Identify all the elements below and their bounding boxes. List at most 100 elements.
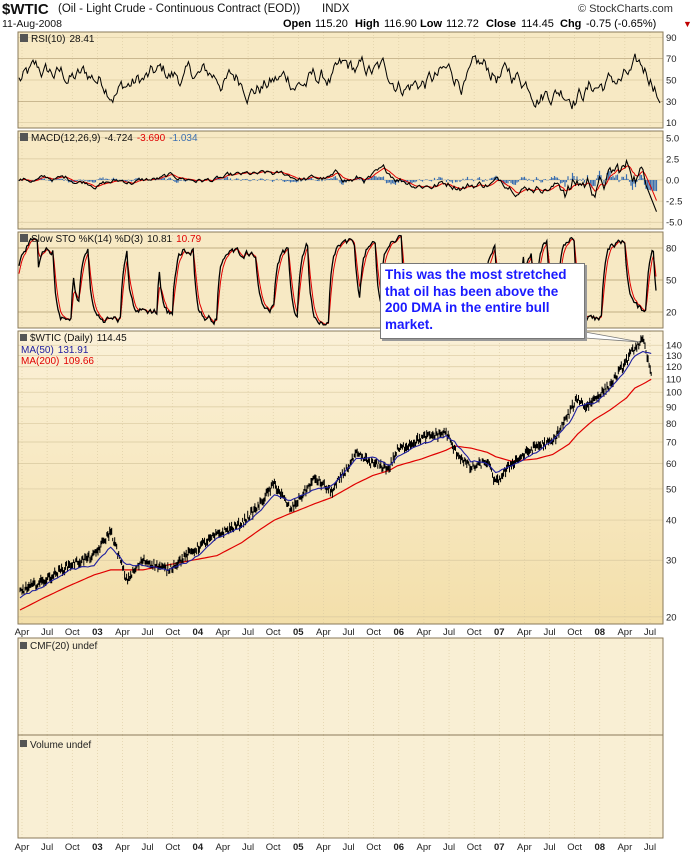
price-tick-label: 120	[666, 362, 682, 373]
x-tick-label: Apr	[517, 842, 532, 853]
x-tick-label: Jul	[543, 842, 555, 853]
x-tick-label: Jul	[342, 627, 354, 638]
macd-tick-label: -5.0	[666, 218, 682, 229]
open-value: 115.20	[315, 18, 348, 30]
x-tick-label: Apr	[15, 627, 30, 638]
volume-legend-swatch	[20, 740, 27, 747]
cmf-legend-swatch	[20, 642, 27, 649]
x-tick-label: Oct	[165, 627, 180, 638]
x-tick-label: Oct	[266, 627, 281, 638]
x-tick-label: Apr	[316, 627, 331, 638]
x-tick-label: 03	[92, 627, 103, 638]
x-tick-label: Jul	[543, 627, 555, 638]
rsi-tick-label: 10	[666, 118, 677, 129]
x-tick-label: 04	[193, 842, 204, 853]
ma50-value: 131.91	[58, 345, 89, 356]
x-tick-label: Jul	[644, 842, 656, 853]
high-label: High	[355, 18, 380, 30]
x-tick-label: Jul	[443, 627, 455, 638]
x-tick-label: Apr	[15, 842, 30, 853]
x-tick-label: Oct	[366, 842, 381, 853]
sto-label: Slow STO %K(14) %D(3)	[31, 234, 143, 245]
low-label: Low	[420, 18, 442, 30]
x-tick-label: 06	[394, 842, 405, 853]
x-tick-label: Apr	[617, 627, 632, 638]
x-tick-label: Apr	[617, 842, 632, 853]
chg-label: Chg	[560, 18, 582, 30]
x-tick-label: Oct	[366, 627, 381, 638]
sto-d-value: 10.79	[176, 234, 201, 245]
close-value: 114.45	[521, 18, 554, 30]
close-label: Close	[486, 18, 516, 30]
ma200-label: MA(200)	[21, 356, 59, 367]
open-label: Open	[283, 18, 312, 30]
sto-tick-label: 50	[666, 276, 677, 287]
macd-line	[18, 158, 658, 212]
exchange: INDX	[322, 3, 350, 15]
x-tick-label: Apr	[517, 627, 532, 638]
x-tick-label: Jul	[242, 842, 254, 853]
macd-legend-swatch	[20, 133, 28, 141]
macd-tick-label: 5.0	[666, 133, 679, 144]
rsi-legend-swatch	[20, 34, 28, 42]
x-tick-label: Oct	[65, 627, 80, 638]
x-tick-label: 06	[394, 627, 405, 638]
rsi-line	[18, 53, 661, 110]
macd-tick-label: 0.0	[666, 176, 679, 187]
volume-label: Volume undef	[30, 740, 91, 751]
macd-value: -4.724	[104, 133, 133, 144]
x-tick-label: Oct	[567, 627, 582, 638]
x-tick-label: Oct	[165, 842, 180, 853]
x-tick-label: Apr	[115, 627, 130, 638]
sto-legend-swatch	[20, 234, 28, 242]
macd-hist-value: -1.034	[169, 133, 198, 144]
callout-pointer	[584, 331, 641, 343]
rsi-tick-label: 50	[666, 76, 677, 87]
high-value: 116.90	[384, 18, 417, 30]
x-tick-label: Jul	[644, 627, 656, 638]
panel-bg-vol	[18, 735, 663, 838]
x-tick-label: 05	[293, 842, 304, 853]
x-tick-label: Oct	[266, 842, 281, 853]
rsi-tick-label: 90	[666, 33, 677, 44]
ma200-value: 109.66	[63, 356, 94, 367]
panel-frame-macd	[17, 130, 664, 230]
chg-value: -0.75 (-0.65%)	[586, 18, 657, 30]
annotation-callout: This was the most stretched that oil has…	[380, 263, 585, 339]
x-tick-label: 08	[594, 842, 605, 853]
price-tick-label: 70	[666, 437, 677, 448]
panel-frame-sto	[17, 231, 664, 329]
x-tick-label: 07	[494, 627, 505, 638]
rsi-tick-label: 30	[666, 97, 677, 108]
price-tick-label: 20	[666, 612, 677, 623]
price-label: $WTIC (Daily)	[30, 333, 93, 344]
x-tick-label: 03	[92, 842, 103, 853]
sto-k-value: 10.81	[147, 234, 172, 245]
rsi-value: 28.41	[69, 34, 94, 45]
price-tick-label: 140	[666, 341, 682, 352]
price-tick-label: 50	[666, 484, 677, 495]
panel-frame-rsi	[17, 31, 664, 129]
rsi-tick-label: 70	[666, 54, 677, 65]
x-tick-label: Oct	[467, 842, 482, 853]
x-tick-label: Oct	[467, 627, 482, 638]
price-tick-label: 130	[666, 351, 682, 362]
ma50-line	[19, 350, 652, 599]
x-tick-label: Apr	[115, 842, 130, 853]
source-logo: © StockCharts.com	[578, 3, 673, 15]
chart-header: $WTIC (Oil - Light Crude - Continuous Co…	[0, 0, 700, 32]
x-tick-label: Oct	[567, 842, 582, 853]
price-tick-label: 30	[666, 556, 677, 567]
x-tick-label: Jul	[242, 627, 254, 638]
x-tick-label: Jul	[142, 627, 154, 638]
price-tick-label: 110	[666, 374, 681, 385]
panel-frame-price	[17, 330, 664, 625]
symbol: $WTIC	[2, 1, 49, 18]
macd-tick-label: 2.5	[666, 154, 679, 165]
x-tick-label: Apr	[417, 842, 432, 853]
price-tick-label: 40	[666, 516, 677, 527]
x-tick-label: Apr	[417, 627, 432, 638]
macd-tick-label: -2.5	[666, 197, 682, 208]
price-tick-label: 80	[666, 419, 677, 430]
